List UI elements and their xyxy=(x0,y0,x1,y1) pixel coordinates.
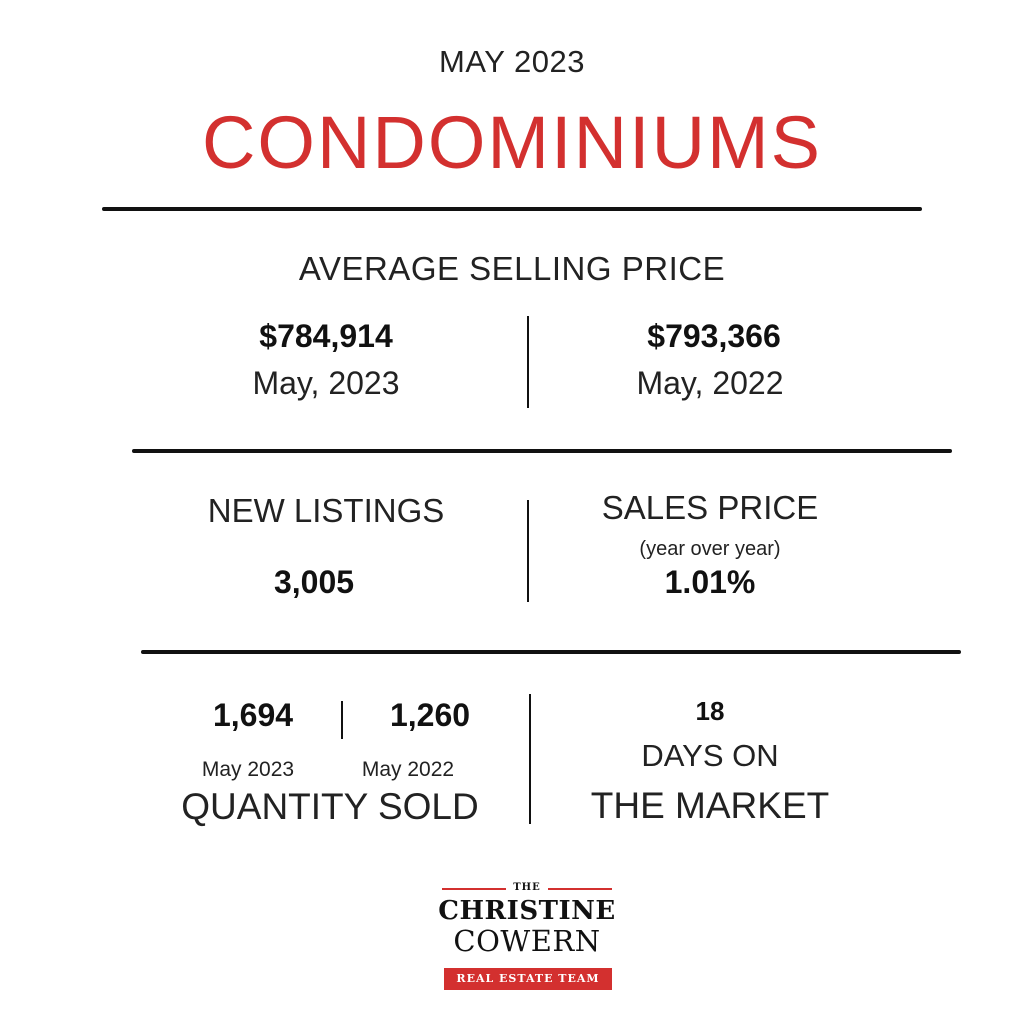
days-on-market-value: 18 xyxy=(695,696,725,726)
sales-price-heading: SALES PRICE xyxy=(601,489,819,526)
asp-previous-value: $793,366 xyxy=(647,318,781,354)
sales-price-subheading: (year over year) xyxy=(639,538,781,560)
logo-name-line2: COWERN xyxy=(453,924,601,958)
divider-vertical-quantity xyxy=(341,701,343,739)
divider-bottom xyxy=(141,650,961,654)
days-on-market-heading-line1: DAYS ON xyxy=(641,738,779,773)
new-listings-heading: NEW LISTINGS xyxy=(207,492,445,529)
divider-vertical-bottom xyxy=(529,694,531,824)
divider-vertical-asp xyxy=(527,316,529,408)
logo-the-row: THE xyxy=(442,882,612,896)
average-selling-price-heading: AVERAGE SELLING PRICE xyxy=(298,250,726,287)
new-listings-value: 3,005 xyxy=(273,564,355,600)
logo-name-line1: CHRISTINE xyxy=(438,896,616,926)
divider-vertical-listings xyxy=(527,500,529,602)
logo-rule-left xyxy=(442,888,506,890)
brand-logo: THE CHRISTINE COWERN REAL ESTATE TEAM xyxy=(432,872,622,992)
logo-rule-right xyxy=(548,888,612,890)
divider-top xyxy=(102,207,922,211)
logo-the-text: THE xyxy=(513,882,541,893)
days-on-market-heading-line2: THE MARKET xyxy=(590,785,830,826)
sales-price-value: 1.01% xyxy=(664,564,756,600)
quantity-sold-previous-label: May 2022 xyxy=(361,758,455,781)
quantity-sold-current-label: May 2023 xyxy=(201,758,295,781)
page-title: CONDOMINIUMS xyxy=(201,101,823,184)
quantity-sold-current-value: 1,694 xyxy=(212,697,294,733)
month-title: MAY 2023 xyxy=(439,44,585,79)
quantity-sold-heading: QUANTITY SOLD xyxy=(181,786,479,827)
asp-previous-label: May, 2022 xyxy=(636,365,784,401)
asp-current-label: May, 2023 xyxy=(252,365,400,401)
asp-current-value: $784,914 xyxy=(259,318,393,354)
logo-band: REAL ESTATE TEAM xyxy=(444,968,612,990)
divider-middle xyxy=(132,449,952,453)
logo-band-text: REAL ESTATE TEAM xyxy=(456,972,600,985)
quantity-sold-previous-value: 1,260 xyxy=(389,697,471,733)
